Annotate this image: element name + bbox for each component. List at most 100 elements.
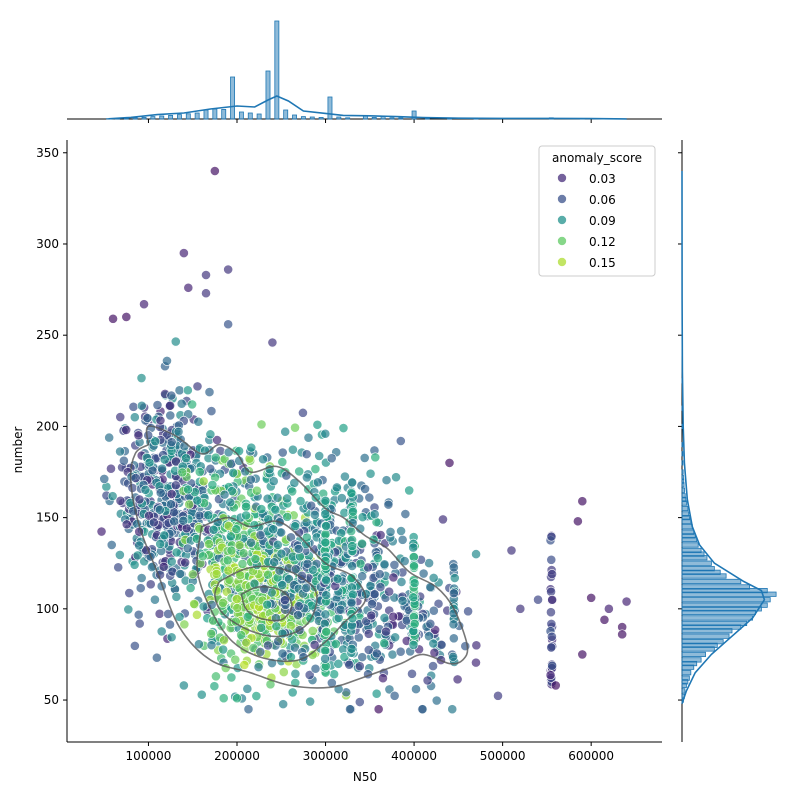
scatter-point (347, 589, 358, 600)
scatter-point (211, 569, 222, 579)
scatter-point (355, 558, 366, 569)
right-histogram-bar (681, 688, 686, 694)
scatter-point (546, 631, 557, 642)
scatter-point (363, 628, 374, 639)
scatter-point (448, 633, 459, 644)
scatter-point (183, 282, 194, 293)
scatter-point (175, 568, 186, 579)
scatter-point (357, 512, 368, 523)
scatter-point (268, 476, 279, 487)
right-histogram-bar (681, 566, 715, 572)
right-histogram-bar (681, 560, 712, 566)
scatter-point (115, 446, 125, 457)
scatter-point (546, 586, 556, 597)
scatter-point (396, 526, 406, 536)
scatter-point (187, 399, 198, 410)
scatter-point (187, 569, 198, 580)
scatter-point (218, 693, 229, 704)
right-histogram-bar (681, 633, 730, 639)
scatter-point (165, 619, 175, 630)
scatter-point (223, 565, 234, 576)
scatter-point (408, 542, 419, 553)
scatter-point (428, 572, 439, 583)
scatter-point (321, 590, 332, 601)
scatter-point (448, 651, 458, 662)
right-histogram-bar (681, 675, 690, 681)
scatter-point (128, 401, 139, 412)
scatter-point (222, 555, 233, 566)
right-histogram-bar (681, 657, 702, 663)
scatter-point (192, 609, 202, 620)
scatter-point (290, 668, 301, 679)
scatter-point (258, 454, 268, 465)
scatter-point (546, 642, 557, 653)
scatter-point (243, 704, 254, 715)
y-tick-label: 50 (44, 693, 59, 707)
top-histogram-bar (389, 117, 395, 120)
y-tick-label: 350 (36, 146, 59, 160)
scatter-point (320, 537, 331, 548)
scatter-point (546, 531, 557, 542)
scatter-point (178, 680, 189, 691)
y-tick-label: 200 (36, 419, 59, 433)
scatter-point (290, 422, 300, 433)
scatter-point (148, 517, 159, 528)
scatter-point (433, 598, 444, 609)
scatter-point (460, 641, 471, 652)
legend-label: 0.15 (589, 256, 616, 270)
scatter-point (395, 646, 406, 657)
scatter-point (166, 632, 177, 643)
scatter-point (173, 426, 184, 437)
scatter-point (307, 626, 318, 636)
scatter-point (387, 649, 398, 660)
right-histogram-bar (681, 639, 724, 645)
top-histogram-bar (309, 116, 315, 120)
scatter-point (577, 649, 588, 660)
kde-contour-line (240, 585, 293, 622)
scatter-point (550, 680, 561, 691)
scatter-point (428, 605, 439, 616)
scatter-point (263, 640, 273, 651)
scatter-point (255, 647, 266, 657)
scatter-point (366, 610, 377, 621)
scatter-point (320, 495, 331, 506)
scatter-point (162, 355, 172, 366)
x-axis-label: N50 (353, 770, 377, 784)
scatter-point (263, 569, 273, 580)
scatter-point (357, 571, 368, 582)
scatter-point (389, 690, 400, 701)
scatter-point (304, 670, 315, 680)
right-kde-curve (681, 170, 766, 704)
scatter-point (374, 569, 385, 580)
scatter-point (372, 553, 383, 564)
scatter-point (134, 540, 145, 551)
scatter-point (226, 458, 236, 469)
scatter-point (239, 660, 250, 670)
scatter-point (347, 477, 357, 488)
scatter-point (226, 672, 237, 683)
scatter-point (246, 442, 257, 453)
scatter-point (547, 594, 558, 605)
scatter-point (166, 499, 176, 510)
scatter-point (277, 447, 288, 458)
y-tick-label: 150 (36, 511, 59, 525)
scatter-point (150, 594, 160, 605)
scatter-point (272, 539, 283, 550)
scatter-point (333, 658, 344, 669)
scatter-point (115, 412, 126, 422)
scatter-point (207, 480, 218, 490)
y-tick-label: 100 (36, 602, 59, 616)
scatter-point (226, 545, 237, 556)
scatter-point (142, 413, 153, 424)
scatter-point (183, 484, 193, 495)
scatter-point (194, 510, 205, 521)
right-histogram-bar (681, 620, 748, 627)
scatter-point (241, 501, 252, 512)
scatter-point (165, 400, 176, 411)
scatter-point (196, 689, 207, 700)
scatter-point (506, 545, 517, 556)
top-histogram-bar (132, 117, 138, 120)
scatter-point (471, 640, 482, 651)
scatter-point (177, 467, 188, 478)
scatter-point (276, 548, 287, 559)
